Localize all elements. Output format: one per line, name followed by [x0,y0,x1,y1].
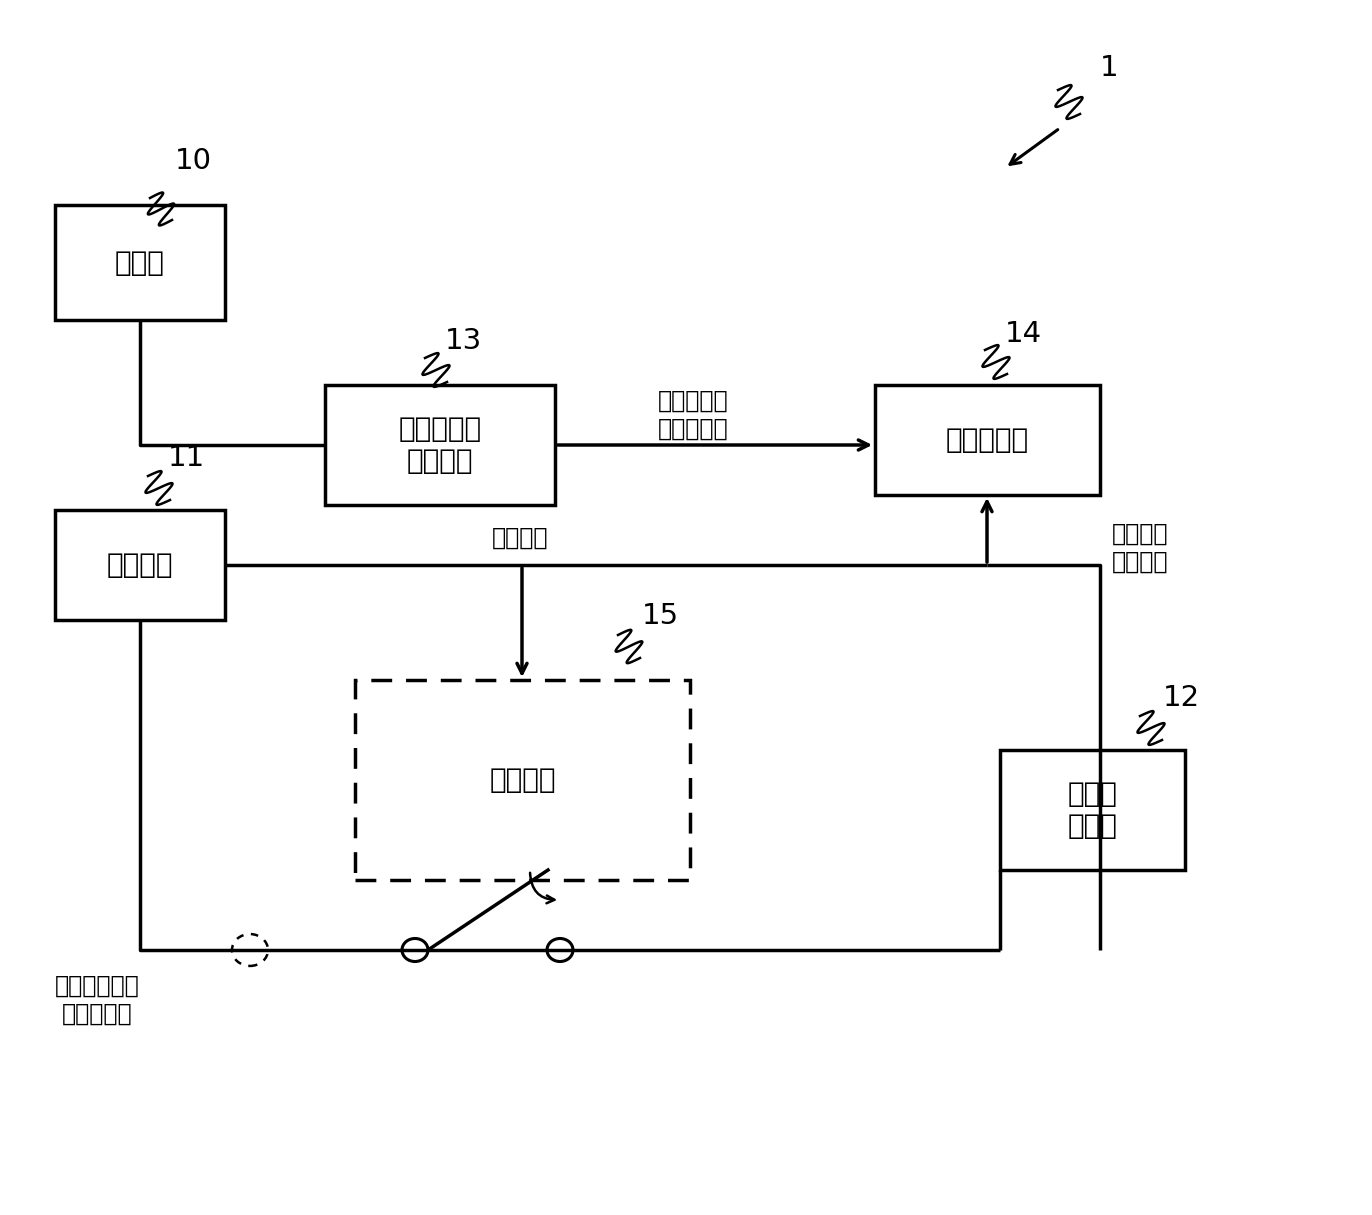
Text: 内部电源: 内部电源 [107,550,173,580]
Bar [55,510,225,620]
Text: 10: 10 [176,147,213,175]
Text: 14: 14 [1006,320,1043,347]
Text: 内部电源
警报信号: 内部电源 警报信号 [1111,522,1169,573]
Text: 12: 12 [1163,684,1200,712]
Bar [55,205,225,320]
Bar [875,385,1100,495]
Text: 编码器
主电路: 编码器 主电路 [1067,780,1117,841]
Text: 11: 11 [167,443,206,471]
Bar [355,680,690,880]
Text: 主电源: 主电源 [115,249,165,277]
Text: 13: 13 [445,327,482,355]
Text: 阻断电路: 阻断电路 [490,765,556,793]
Bar [325,385,556,505]
Text: 编码器主电路
驱动用电压: 编码器主电路 驱动用电压 [55,974,140,1025]
Text: 监视电压: 监视电压 [491,526,549,550]
Text: 过电压破坏
防止电路: 过电压破坏 防止电路 [398,414,482,475]
Text: 异常检测部: 异常检测部 [945,426,1029,454]
Bar [1000,750,1185,870]
Text: 15: 15 [642,601,679,631]
Text: 1: 1 [1100,53,1118,81]
Text: 异常检测部
驱动用电压: 异常检测部 驱动用电压 [659,389,729,441]
